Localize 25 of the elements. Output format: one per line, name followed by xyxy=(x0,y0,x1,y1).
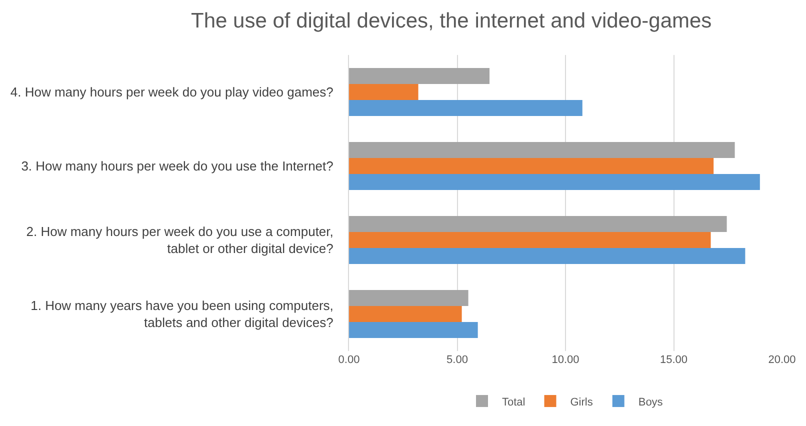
bar xyxy=(349,290,468,306)
legend-label: Girls xyxy=(570,396,594,408)
y-tick-label: 4. How many hours per week do you play video games? xyxy=(10,84,334,100)
x-tick-label: 0.00 xyxy=(338,354,360,366)
bar xyxy=(349,322,478,338)
y-tick-label: 3. How many hours per week do you use the Internet? xyxy=(21,158,334,174)
bar xyxy=(349,216,727,232)
x-tick-label: 20.00 xyxy=(768,354,796,366)
chart-title: The use of digital devices, the internet and video-games xyxy=(191,9,712,32)
x-tick-label: 5.00 xyxy=(446,354,468,366)
bar xyxy=(349,68,490,84)
bar xyxy=(349,174,760,190)
bar xyxy=(349,306,462,322)
y-tick-label: 1. How many years have you been using computers, tablets and other digital devices? xyxy=(30,298,334,330)
bar xyxy=(349,84,418,100)
bar xyxy=(349,232,711,248)
x-tick-label: 10.00 xyxy=(552,354,580,366)
bar xyxy=(349,158,714,174)
legend-label: Boys xyxy=(638,396,664,408)
bar xyxy=(349,248,746,264)
y-tick-label: 2. How many hours per week do you use a computer, tablet or other digital device? xyxy=(26,224,334,256)
x-tick-label: 15.00 xyxy=(660,354,688,366)
legend-label: Total xyxy=(502,396,526,408)
bar xyxy=(349,100,582,116)
bar xyxy=(349,142,735,158)
